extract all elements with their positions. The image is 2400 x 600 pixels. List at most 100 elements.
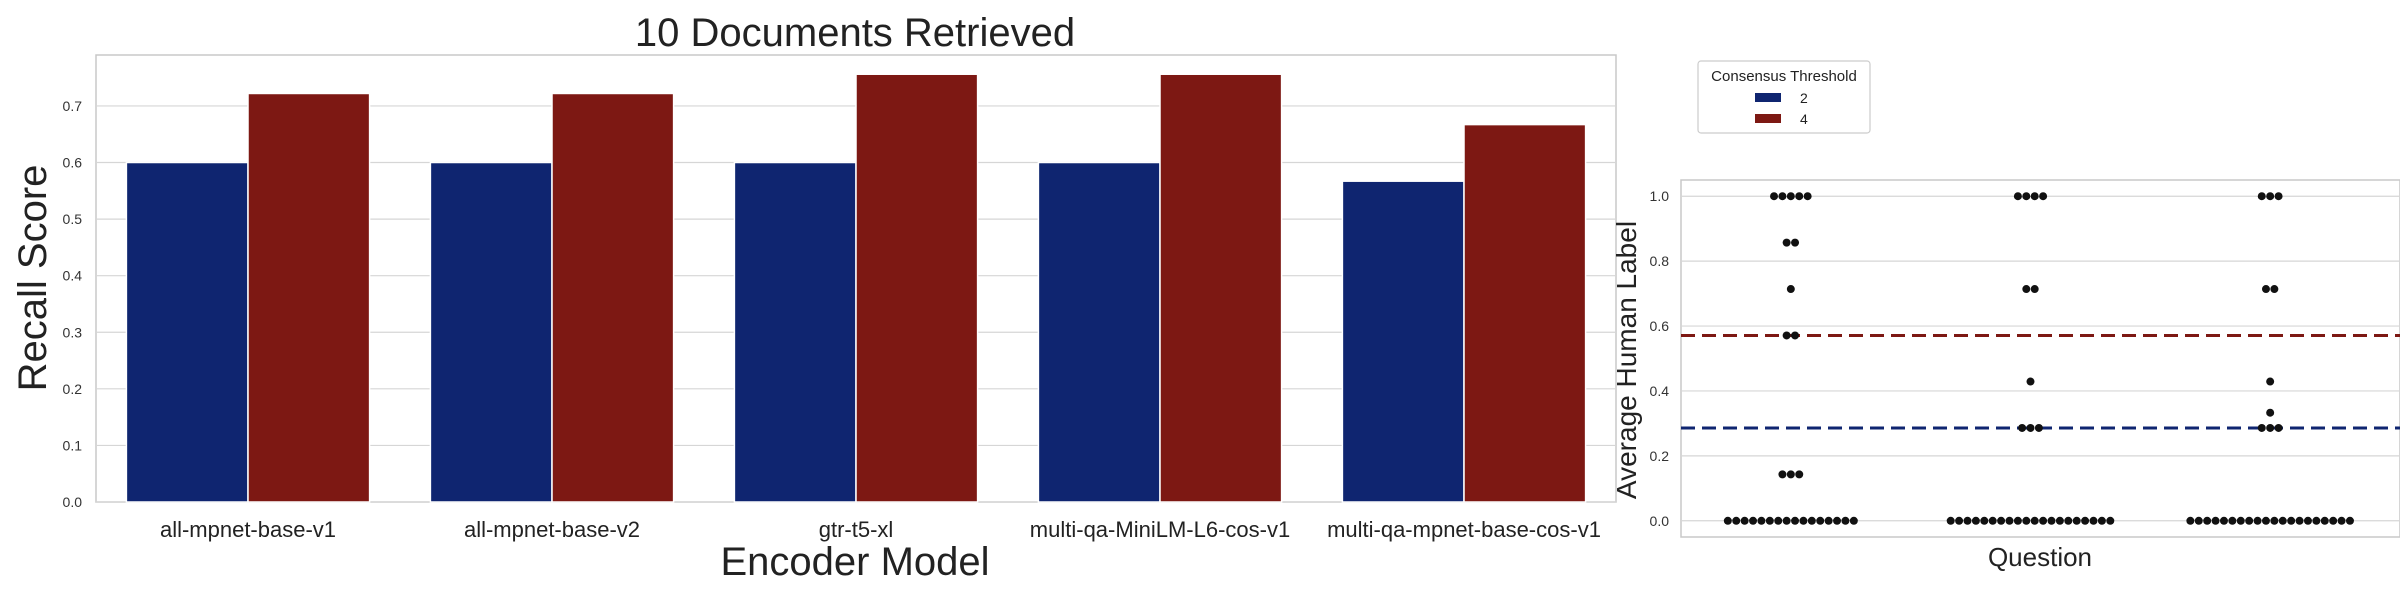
swarm-point bbox=[2236, 516, 2245, 525]
swarm-point bbox=[2026, 423, 2035, 432]
swarm-point bbox=[2270, 285, 2279, 294]
swarm-point bbox=[1816, 516, 1825, 525]
swarm-y-tick-label: 0.8 bbox=[1650, 253, 1670, 269]
swarm-point bbox=[2274, 192, 2283, 201]
swarm-point bbox=[2030, 192, 2039, 201]
swarm-point bbox=[2194, 516, 2203, 525]
bar-x-tick-label: multi-qa-MiniLM-L6-cos-v1 bbox=[1030, 517, 1290, 542]
swarm-point bbox=[2026, 377, 2035, 386]
bar-y-tick-label: 0.2 bbox=[63, 381, 83, 397]
swarm-point bbox=[1732, 516, 1741, 525]
swarm-point bbox=[2278, 516, 2287, 525]
swarm-y-tick-label: 0.6 bbox=[1650, 318, 1670, 334]
bar-2-0 bbox=[125, 161, 249, 503]
swarm-point bbox=[1786, 285, 1795, 294]
bar-y-tick-label: 0.3 bbox=[63, 324, 83, 340]
swarm-y-ticks: 0.0 0.2 0.4 0.6 0.8 1.0 bbox=[1650, 188, 1670, 529]
swarm-point bbox=[1963, 516, 1972, 525]
swarm-chart: 0.0 0.2 0.4 0.6 0.8 1.0 Question Average Huma… bbox=[1611, 179, 2400, 572]
swarm-point bbox=[2005, 516, 2014, 525]
swarm-point bbox=[2219, 516, 2228, 525]
swarm-point bbox=[2295, 516, 2304, 525]
swarm-point bbox=[1971, 516, 1980, 525]
swarm-point bbox=[1795, 470, 1804, 479]
bar-x-tick-label: all-mpnet-base-v2 bbox=[464, 517, 640, 542]
swarm-point bbox=[2089, 516, 2098, 525]
swarm-point bbox=[2203, 516, 2212, 525]
bar-4-4 bbox=[1463, 123, 1587, 503]
swarm-point bbox=[1841, 516, 1850, 525]
swarm-point bbox=[2034, 423, 2043, 432]
swarm-point bbox=[2261, 285, 2270, 294]
swarm-point bbox=[1778, 192, 1787, 201]
swarm-y-tick-label: 0.4 bbox=[1650, 383, 1670, 399]
bar-4-3 bbox=[1159, 73, 1283, 503]
bar-y-tick-label: 0.0 bbox=[63, 494, 83, 510]
swarm-point bbox=[1824, 516, 1833, 525]
swarm-point bbox=[2030, 285, 2039, 294]
swarm-point bbox=[2266, 408, 2275, 417]
swarm-point bbox=[2186, 516, 2195, 525]
swarm-point bbox=[1946, 516, 1955, 525]
swarm-point bbox=[2211, 516, 2220, 525]
legend-label-4: 4 bbox=[1800, 111, 1808, 127]
swarm-point bbox=[2303, 516, 2312, 525]
swarm-point bbox=[2055, 516, 2064, 525]
swarm-point bbox=[2022, 516, 2031, 525]
swarm-point bbox=[1791, 238, 1800, 247]
swarm-point bbox=[2047, 516, 2056, 525]
swarm-point bbox=[1786, 470, 1795, 479]
bar-y-ticks: 0.0 0.1 0.2 0.3 0.4 0.5 0.6 0.7 bbox=[63, 98, 83, 510]
bar-x-tick-label: gtr-t5-xl bbox=[819, 517, 894, 542]
swarm-point bbox=[1740, 516, 1749, 525]
swarm-point bbox=[2097, 516, 2106, 525]
swarm-point bbox=[1765, 516, 1774, 525]
swarm-point bbox=[2245, 516, 2254, 525]
swarm-point bbox=[1782, 331, 1791, 340]
swarm-point bbox=[2320, 516, 2329, 525]
bar-2-1 bbox=[429, 161, 553, 503]
swarm-point bbox=[1795, 192, 1804, 201]
swarm-point bbox=[2257, 192, 2266, 201]
swarm-point bbox=[2253, 516, 2262, 525]
y-axis-label: Recall Score bbox=[11, 165, 55, 392]
swarm-point bbox=[1980, 516, 1989, 525]
swarm-point bbox=[2337, 516, 2346, 525]
swarm-point bbox=[2270, 516, 2279, 525]
swarm-points bbox=[1723, 192, 2354, 525]
swarm-point bbox=[2081, 516, 2090, 525]
swarm-reference-lines bbox=[1681, 333, 2400, 430]
swarm-point bbox=[2018, 423, 2027, 432]
swarm-point bbox=[1786, 192, 1795, 201]
legend: Consensus Threshold 2 4 bbox=[1697, 60, 1871, 134]
bar-4-2 bbox=[855, 73, 979, 503]
swarm-point bbox=[1791, 516, 1800, 525]
swarm-point bbox=[2266, 377, 2275, 386]
bar-4-1 bbox=[551, 92, 675, 503]
legend-box bbox=[1697, 60, 1871, 134]
swarm-point bbox=[1849, 516, 1858, 525]
swarm-point bbox=[2072, 516, 2081, 525]
swarm-point bbox=[2013, 516, 2022, 525]
bar-2-2 bbox=[733, 161, 857, 503]
bar-x-tick-label: multi-qa-mpnet-base-cos-v1 bbox=[1327, 517, 1601, 542]
swarm-point bbox=[1807, 516, 1816, 525]
swarm-point bbox=[2329, 516, 2338, 525]
swarm-point bbox=[1757, 516, 1766, 525]
swarm-point bbox=[1988, 516, 1997, 525]
bar-y-tick-label: 0.5 bbox=[63, 211, 83, 227]
swarm-point bbox=[1778, 470, 1787, 479]
legend-swatch-2 bbox=[1755, 93, 1781, 102]
swarm-point bbox=[2039, 516, 2048, 525]
bar-2-3 bbox=[1037, 161, 1161, 503]
swarm-point bbox=[2039, 192, 2048, 201]
swarm-point bbox=[1774, 516, 1783, 525]
swarm-point bbox=[2312, 516, 2321, 525]
swarm-point bbox=[2106, 516, 2115, 525]
bar-marks bbox=[125, 73, 1587, 503]
swarm-point bbox=[1799, 516, 1808, 525]
swarm-point bbox=[2345, 516, 2354, 525]
swarm-point bbox=[1782, 238, 1791, 247]
swarm-point bbox=[2287, 516, 2296, 525]
swarm-point bbox=[2261, 516, 2270, 525]
